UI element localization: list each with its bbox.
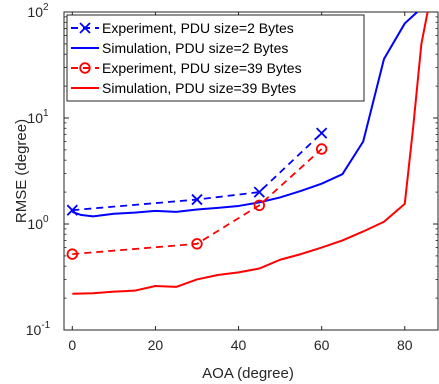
series-layer [71, 12, 429, 295]
data-point-circle-marker [315, 143, 328, 155]
data-point-circle-marker [191, 238, 203, 250]
series-line-1 [72, 132, 323, 212]
data-point-x-marker [66, 204, 78, 216]
data-point-x-marker [316, 127, 328, 139]
y-tick-label: 10-1 [26, 320, 51, 338]
legend-label: Simulation, PDU size=39 Bytes [102, 80, 296, 96]
series-line-4 [72, 12, 429, 295]
series-line-3 [72, 148, 323, 255]
data-point-x-marker [79, 22, 91, 34]
legend: Experiment, PDU size=2 Bytes Simulation, … [66, 14, 365, 102]
series-line-2 [71, 12, 418, 218]
x-tick-label: 0 [68, 337, 76, 353]
legend-box [66, 14, 365, 102]
data-point-x-marker [191, 193, 203, 206]
data-point-circle-marker [66, 248, 79, 260]
y-tick-label: 102 [27, 2, 49, 20]
data-point-circle-marker [253, 199, 266, 212]
plot-border [63, 11, 439, 331]
legend-label: Simulation, PDU size=2 Bytes [102, 40, 288, 56]
x-axis-title: AOA (degree) [202, 365, 294, 382]
plot-area [63, 11, 439, 331]
x-tick-label: 80 [397, 337, 413, 353]
y-axis-title: RMSE (degree) [13, 119, 30, 223]
x-tick-label: 60 [314, 337, 330, 353]
x-tick-label: 40 [231, 337, 247, 353]
legend-label: Experiment, PDU size=39 Bytes [102, 60, 302, 76]
legend-label: Experiment, PDU size=2 Bytes [102, 20, 294, 36]
data-point-circle-marker [79, 62, 91, 74]
x-tick-label: 20 [148, 337, 164, 353]
marker-layer [66, 127, 328, 260]
data-point-x-marker [253, 186, 265, 198]
y-tick-label: 100 [27, 214, 49, 232]
y-tick-label: 101 [27, 108, 49, 126]
